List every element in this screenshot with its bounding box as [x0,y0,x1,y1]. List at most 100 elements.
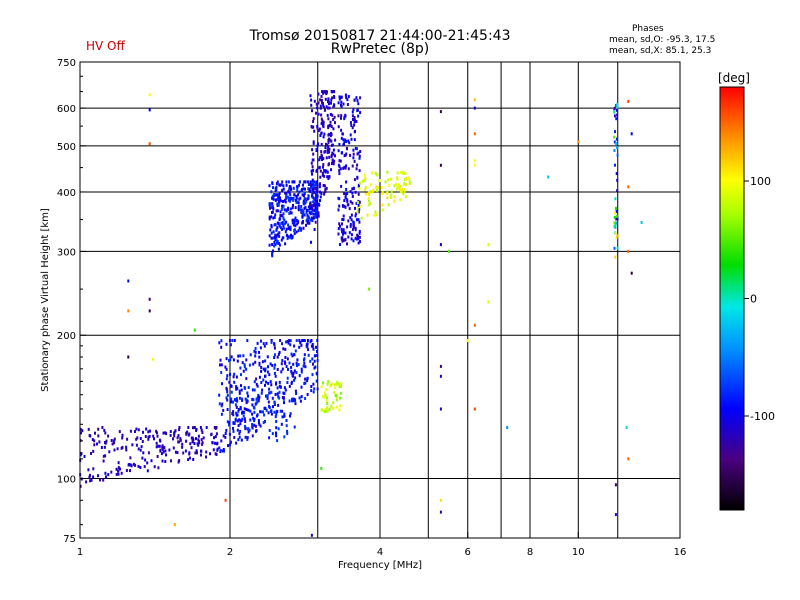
data-point [324,90,326,94]
data-point [338,204,341,208]
data-point [105,439,108,443]
data-point [130,464,133,468]
data-point [363,173,366,177]
data-point [239,419,242,423]
data-point [301,339,304,342]
data-point [321,122,324,126]
data-point [306,377,309,381]
data-point [115,467,118,471]
data-point [281,180,284,184]
data-point [311,158,314,162]
data-point [173,431,176,435]
y-tick-label: 600 [57,104,76,115]
data-point [308,221,311,225]
data-point [328,155,331,159]
data-point [279,199,282,203]
data-point [174,450,177,454]
data-point [226,374,229,378]
data-point [237,354,240,358]
data-point [341,239,344,243]
data-point [121,445,124,449]
data-point [292,197,295,200]
data-point [315,169,318,173]
data-point [282,212,285,216]
data-point [295,194,298,198]
data-point [251,423,254,426]
data-point [316,144,319,148]
data-point [163,446,166,449]
data-point [288,361,291,365]
data-point [286,208,289,212]
data-point [627,99,630,103]
data-point [197,438,200,442]
data-point [330,132,333,136]
data-point [148,108,151,112]
data-point [312,140,315,144]
data-point [310,389,313,393]
data-point [290,371,293,375]
data-point [311,343,314,346]
data-point [305,210,308,214]
data-point [297,193,299,197]
data-point [290,187,293,191]
data-point [169,430,172,433]
data-point [487,300,490,304]
data-point [332,118,335,121]
data-point [340,100,343,104]
data-point [232,358,235,362]
data-point [262,421,265,425]
data-point [284,388,287,392]
data-point [337,382,340,386]
data-point [337,114,340,118]
data-point [355,120,358,123]
data-point [294,224,297,228]
data-point [327,100,329,104]
data-point [352,156,355,160]
data-point [302,210,305,214]
data-point [236,428,239,432]
data-point [273,343,276,347]
data-point [386,196,389,200]
data-point [244,386,247,390]
data-point [99,478,101,482]
data-point [313,359,316,363]
data-point [344,93,347,97]
data-point [314,201,317,205]
data-point [144,458,147,462]
data-point [288,187,291,191]
data-point [346,225,349,229]
data-point [294,349,297,353]
data-point [287,341,290,345]
data-point [318,185,321,189]
data-point [291,218,294,222]
data-point [158,444,161,448]
data-point [238,431,241,435]
data-point [281,214,284,218]
data-point [320,98,323,102]
data-point [350,237,353,241]
data-point [278,191,281,195]
data-point [279,210,282,214]
data-point [201,442,204,446]
data-point [151,357,154,361]
data-point [278,200,281,204]
axis-ticks: 1 2 4 6 8 10 16 75 100 200 300 400 500 600 750 [57,58,686,558]
data-point [325,142,327,146]
data-point [102,478,105,482]
data-point [140,445,143,449]
data-point [615,172,618,176]
y-tick-label: 300 [57,247,76,258]
data-point [402,170,405,174]
data-point [288,197,291,200]
data-point [224,432,227,435]
data-point [324,394,327,398]
data-point [294,199,297,203]
data-point [220,339,223,343]
data-point [128,463,131,466]
data-point [270,340,273,344]
data-point [321,90,324,94]
data-point [357,210,360,214]
data-point [298,339,301,342]
data-point [278,217,281,221]
data-point [191,440,194,444]
